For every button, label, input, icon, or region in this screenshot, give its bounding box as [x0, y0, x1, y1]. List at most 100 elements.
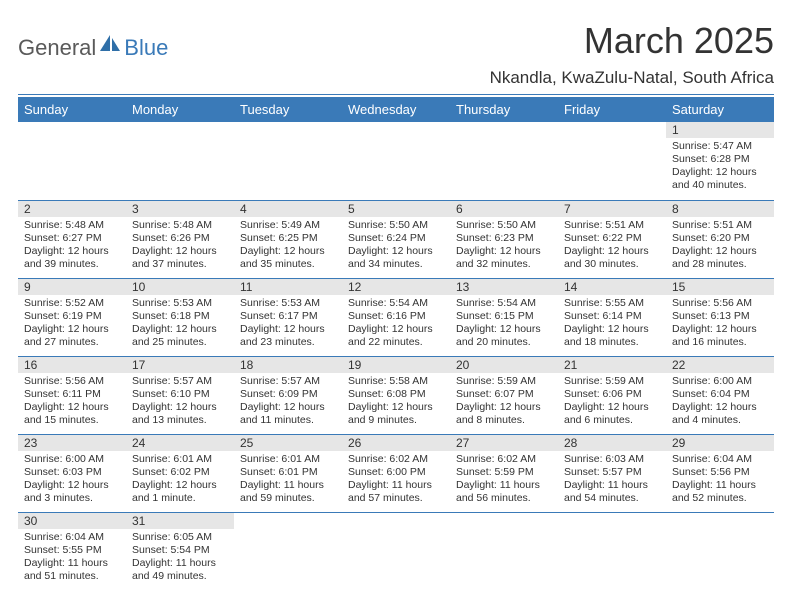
- day-number: 1: [666, 122, 774, 138]
- daylight-line: Daylight: 11 hours and 52 minutes.: [672, 479, 768, 505]
- day-details: Sunrise: 5:57 AMSunset: 6:09 PMDaylight:…: [234, 373, 342, 431]
- calendar-cell: 10Sunrise: 5:53 AMSunset: 6:18 PMDayligh…: [126, 278, 234, 356]
- sunrise-line: Sunrise: 6:02 AM: [348, 453, 444, 466]
- sunset-line: Sunset: 6:03 PM: [24, 466, 120, 479]
- day-number: 29: [666, 435, 774, 451]
- sunrise-line: Sunrise: 5:52 AM: [24, 297, 120, 310]
- dayname-saturday: Saturday: [666, 97, 774, 122]
- calendar-cell: 30Sunrise: 6:04 AMSunset: 5:55 PMDayligh…: [18, 512, 126, 590]
- calendar-week-row: 1Sunrise: 5:47 AMSunset: 6:28 PMDaylight…: [18, 122, 774, 200]
- calendar-week-row: 16Sunrise: 5:56 AMSunset: 6:11 PMDayligh…: [18, 356, 774, 434]
- sunrise-line: Sunrise: 6:01 AM: [240, 453, 336, 466]
- daylight-line: Daylight: 12 hours and 20 minutes.: [456, 323, 552, 349]
- daylight-line: Daylight: 12 hours and 32 minutes.: [456, 245, 552, 271]
- sunset-line: Sunset: 6:19 PM: [24, 310, 120, 323]
- day-details: Sunrise: 6:05 AMSunset: 5:54 PMDaylight:…: [126, 529, 234, 587]
- day-number: 28: [558, 435, 666, 451]
- daylight-line: Daylight: 12 hours and 13 minutes.: [132, 401, 228, 427]
- calendar-cell: 1Sunrise: 5:47 AMSunset: 6:28 PMDaylight…: [666, 122, 774, 200]
- calendar-cell: 19Sunrise: 5:58 AMSunset: 6:08 PMDayligh…: [342, 356, 450, 434]
- day-details: Sunrise: 5:53 AMSunset: 6:17 PMDaylight:…: [234, 295, 342, 353]
- sunrise-line: Sunrise: 5:57 AM: [240, 375, 336, 388]
- sunset-line: Sunset: 6:07 PM: [456, 388, 552, 401]
- day-details: Sunrise: 6:00 AMSunset: 6:04 PMDaylight:…: [666, 373, 774, 431]
- daylight-line: Daylight: 12 hours and 3 minutes.: [24, 479, 120, 505]
- calendar-week-row: 9Sunrise: 5:52 AMSunset: 6:19 PMDaylight…: [18, 278, 774, 356]
- daylight-line: Daylight: 11 hours and 54 minutes.: [564, 479, 660, 505]
- calendar-cell: 28Sunrise: 6:03 AMSunset: 5:57 PMDayligh…: [558, 434, 666, 512]
- daylight-line: Daylight: 12 hours and 30 minutes.: [564, 245, 660, 271]
- sunset-line: Sunset: 6:10 PM: [132, 388, 228, 401]
- sunrise-line: Sunrise: 5:59 AM: [456, 375, 552, 388]
- dayname-tuesday: Tuesday: [234, 97, 342, 122]
- sunrise-line: Sunrise: 5:49 AM: [240, 219, 336, 232]
- logo-word-2: Blue: [124, 35, 168, 61]
- dayname-monday: Monday: [126, 97, 234, 122]
- sunset-line: Sunset: 6:27 PM: [24, 232, 120, 245]
- day-details: Sunrise: 5:51 AMSunset: 6:20 PMDaylight:…: [666, 217, 774, 275]
- sunrise-line: Sunrise: 5:53 AM: [132, 297, 228, 310]
- day-details: Sunrise: 5:57 AMSunset: 6:10 PMDaylight:…: [126, 373, 234, 431]
- sunset-line: Sunset: 6:11 PM: [24, 388, 120, 401]
- daylight-line: Daylight: 12 hours and 35 minutes.: [240, 245, 336, 271]
- daylight-line: Daylight: 12 hours and 8 minutes.: [456, 401, 552, 427]
- daylight-line: Daylight: 11 hours and 51 minutes.: [24, 557, 120, 583]
- sunrise-line: Sunrise: 5:51 AM: [672, 219, 768, 232]
- calendar-week-row: 23Sunrise: 6:00 AMSunset: 6:03 PMDayligh…: [18, 434, 774, 512]
- sunset-line: Sunset: 6:20 PM: [672, 232, 768, 245]
- day-number: 26: [342, 435, 450, 451]
- sunrise-line: Sunrise: 5:48 AM: [24, 219, 120, 232]
- daylight-line: Daylight: 12 hours and 9 minutes.: [348, 401, 444, 427]
- daylight-line: Daylight: 11 hours and 56 minutes.: [456, 479, 552, 505]
- sunrise-line: Sunrise: 5:54 AM: [348, 297, 444, 310]
- day-details: Sunrise: 5:49 AMSunset: 6:25 PMDaylight:…: [234, 217, 342, 275]
- day-details: Sunrise: 6:02 AMSunset: 5:59 PMDaylight:…: [450, 451, 558, 509]
- calendar-cell: 12Sunrise: 5:54 AMSunset: 6:16 PMDayligh…: [342, 278, 450, 356]
- day-details: Sunrise: 6:04 AMSunset: 5:55 PMDaylight:…: [18, 529, 126, 587]
- day-details: Sunrise: 5:56 AMSunset: 6:13 PMDaylight:…: [666, 295, 774, 353]
- day-details: Sunrise: 5:51 AMSunset: 6:22 PMDaylight:…: [558, 217, 666, 275]
- sunset-line: Sunset: 5:57 PM: [564, 466, 660, 479]
- day-number: 7: [558, 201, 666, 217]
- sunrise-line: Sunrise: 5:53 AM: [240, 297, 336, 310]
- header: General Blue March 2025 Nkandla, KwaZulu…: [18, 20, 774, 88]
- calendar-cell: [126, 122, 234, 200]
- day-number: 24: [126, 435, 234, 451]
- day-number: 23: [18, 435, 126, 451]
- daylight-line: Daylight: 12 hours and 11 minutes.: [240, 401, 336, 427]
- logo: General Blue: [18, 20, 168, 61]
- dayname-sunday: Sunday: [18, 97, 126, 122]
- day-number: 14: [558, 279, 666, 295]
- sunset-line: Sunset: 5:55 PM: [24, 544, 120, 557]
- day-number: 8: [666, 201, 774, 217]
- day-details: Sunrise: 5:48 AMSunset: 6:27 PMDaylight:…: [18, 217, 126, 275]
- sunrise-line: Sunrise: 5:50 AM: [456, 219, 552, 232]
- sunrise-line: Sunrise: 5:58 AM: [348, 375, 444, 388]
- logo-word-1: General: [18, 35, 96, 61]
- header-divider: [18, 94, 774, 95]
- day-number: 2: [18, 201, 126, 217]
- day-number: 19: [342, 357, 450, 373]
- day-number: 17: [126, 357, 234, 373]
- day-details: Sunrise: 5:55 AMSunset: 6:14 PMDaylight:…: [558, 295, 666, 353]
- sunset-line: Sunset: 6:18 PM: [132, 310, 228, 323]
- calendar-cell: 3Sunrise: 5:48 AMSunset: 6:26 PMDaylight…: [126, 200, 234, 278]
- day-number: 13: [450, 279, 558, 295]
- sunrise-line: Sunrise: 6:04 AM: [672, 453, 768, 466]
- title-block: March 2025 Nkandla, KwaZulu-Natal, South…: [490, 20, 774, 88]
- daylight-line: Daylight: 12 hours and 39 minutes.: [24, 245, 120, 271]
- sunset-line: Sunset: 6:00 PM: [348, 466, 444, 479]
- sunrise-line: Sunrise: 6:00 AM: [672, 375, 768, 388]
- daylight-line: Daylight: 11 hours and 49 minutes.: [132, 557, 228, 583]
- daylight-line: Daylight: 12 hours and 28 minutes.: [672, 245, 768, 271]
- sunset-line: Sunset: 6:28 PM: [672, 153, 768, 166]
- sunset-line: Sunset: 6:22 PM: [564, 232, 660, 245]
- day-number: 25: [234, 435, 342, 451]
- calendar-cell: 24Sunrise: 6:01 AMSunset: 6:02 PMDayligh…: [126, 434, 234, 512]
- daylight-line: Daylight: 12 hours and 18 minutes.: [564, 323, 660, 349]
- calendar-cell: 6Sunrise: 5:50 AMSunset: 6:23 PMDaylight…: [450, 200, 558, 278]
- daylight-line: Daylight: 12 hours and 27 minutes.: [24, 323, 120, 349]
- calendar-cell: [234, 122, 342, 200]
- page-title: March 2025: [490, 20, 774, 62]
- sunset-line: Sunset: 6:09 PM: [240, 388, 336, 401]
